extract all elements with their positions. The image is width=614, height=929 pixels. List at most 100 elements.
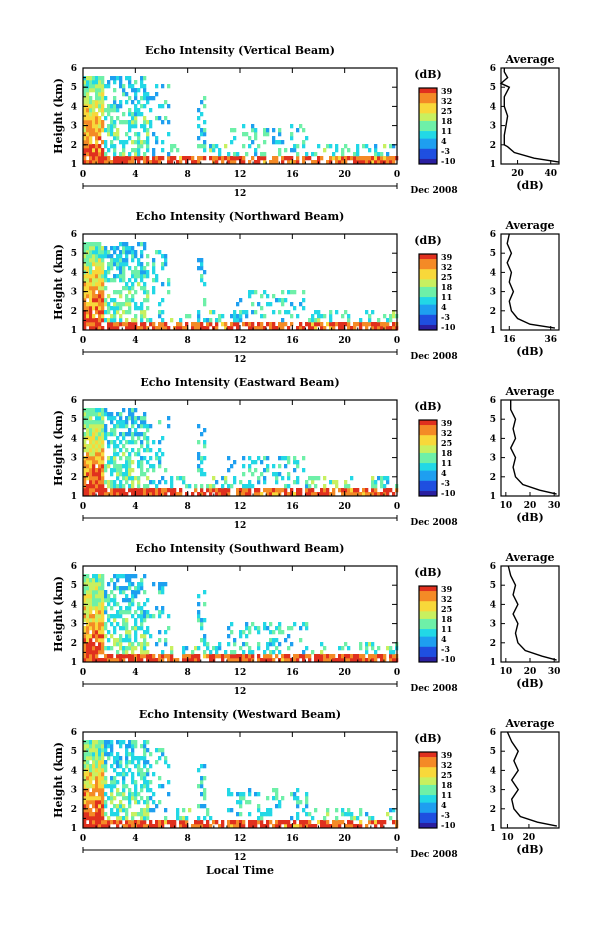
echo-cell	[233, 654, 237, 659]
echo-cell	[242, 650, 246, 655]
echo-cell	[113, 310, 117, 315]
echo-cell	[137, 108, 141, 113]
echo-cell	[140, 96, 144, 101]
echo-cell	[107, 816, 111, 821]
echo-cell	[305, 488, 309, 493]
echo-cell	[125, 282, 129, 287]
echo-cell	[299, 654, 303, 659]
echo-cell	[131, 254, 135, 259]
echo-cell	[197, 310, 201, 315]
echo-cell	[302, 298, 306, 303]
echo-cell	[86, 788, 90, 793]
colorbar-band	[419, 478, 437, 482]
echo-cell	[272, 160, 276, 165]
average-y-tick-label: 5	[490, 581, 496, 591]
echo-cell	[227, 492, 231, 497]
echo-cell	[137, 464, 141, 469]
echo-cell	[86, 642, 90, 647]
echo-cell	[278, 650, 282, 655]
echo-cell	[95, 626, 99, 631]
echo-cell	[143, 610, 147, 615]
echo-cell	[203, 456, 207, 461]
echo-cell	[371, 160, 375, 165]
echo-cell	[86, 638, 90, 643]
echo-cell	[86, 100, 90, 105]
echo-cell	[125, 480, 129, 485]
echo-cell	[95, 578, 99, 583]
echo-cell	[194, 326, 198, 331]
echo-cell	[86, 144, 90, 149]
colorbar-label: -3	[441, 644, 450, 654]
echo-cell	[182, 650, 186, 655]
echo-cell	[122, 92, 126, 97]
echo-cell	[158, 586, 162, 591]
echo-cell	[92, 282, 96, 287]
echo-cell	[107, 294, 111, 299]
echo-cell	[203, 804, 207, 809]
echo-cell	[137, 144, 141, 149]
panel-title: Echo Intensity (Northward Beam)	[136, 210, 345, 223]
echo-cell	[233, 314, 237, 319]
echo-cell	[89, 274, 93, 279]
echo-cell	[83, 148, 87, 153]
echo-cell	[149, 614, 153, 619]
echo-cell	[131, 752, 135, 757]
colorbar-label: 25	[441, 272, 452, 282]
echo-cell	[113, 812, 117, 817]
echo-cell	[329, 492, 333, 497]
echo-cell	[134, 120, 138, 125]
echo-cell	[122, 788, 126, 793]
echo-cell	[197, 124, 201, 129]
echo-cell	[101, 816, 105, 821]
echo-cell	[143, 654, 147, 659]
echo-cell	[92, 104, 96, 109]
echo-cell	[101, 274, 105, 279]
average-frame	[500, 565, 560, 663]
echo-cell	[128, 306, 132, 311]
echo-cell	[92, 460, 96, 465]
colorbar-band	[419, 312, 437, 316]
echo-cell	[143, 634, 147, 639]
average-y-tick-label: 6	[490, 396, 496, 406]
echo-cell	[260, 294, 264, 299]
x-tick-label: 4	[132, 834, 138, 844]
echo-cell	[203, 634, 207, 639]
echo-cell	[86, 772, 90, 777]
echo-cell	[125, 140, 129, 145]
colorbar-band	[419, 772, 437, 776]
echo-cell	[92, 816, 96, 821]
echo-cell	[161, 318, 165, 323]
echo-cell	[392, 310, 396, 315]
echo-cell	[146, 424, 150, 429]
echo-cell	[92, 152, 96, 157]
echo-cell	[140, 140, 144, 145]
echo-cell	[119, 156, 123, 161]
echo-cell	[116, 302, 120, 307]
colorbar-label: 32	[441, 428, 452, 438]
echo-cell	[182, 476, 186, 481]
echo-cell	[245, 132, 249, 137]
echo-cell	[272, 638, 276, 643]
echo-cell	[218, 156, 222, 161]
echo-cell	[119, 120, 123, 125]
echo-cell	[326, 654, 330, 659]
echo-cell	[140, 286, 144, 291]
echo-cell	[113, 638, 117, 643]
colorbar-unit: (dB)	[414, 566, 441, 579]
echo-cell	[104, 820, 108, 825]
echo-cell	[95, 448, 99, 453]
colorbar-band	[419, 611, 437, 615]
echo-cell	[92, 618, 96, 623]
echo-cell	[296, 144, 300, 149]
y-tick-label: 4	[71, 268, 77, 278]
echo-cell	[83, 480, 87, 485]
echo-cell	[230, 808, 234, 813]
echo-cell	[110, 318, 114, 323]
echo-cell	[92, 124, 96, 129]
echo-cell	[125, 650, 129, 655]
echo-cell	[248, 654, 252, 659]
echo-cell	[329, 310, 333, 315]
echo-cell	[131, 642, 135, 647]
echo-cell	[269, 488, 273, 493]
colorbar-label: 11	[441, 458, 452, 468]
